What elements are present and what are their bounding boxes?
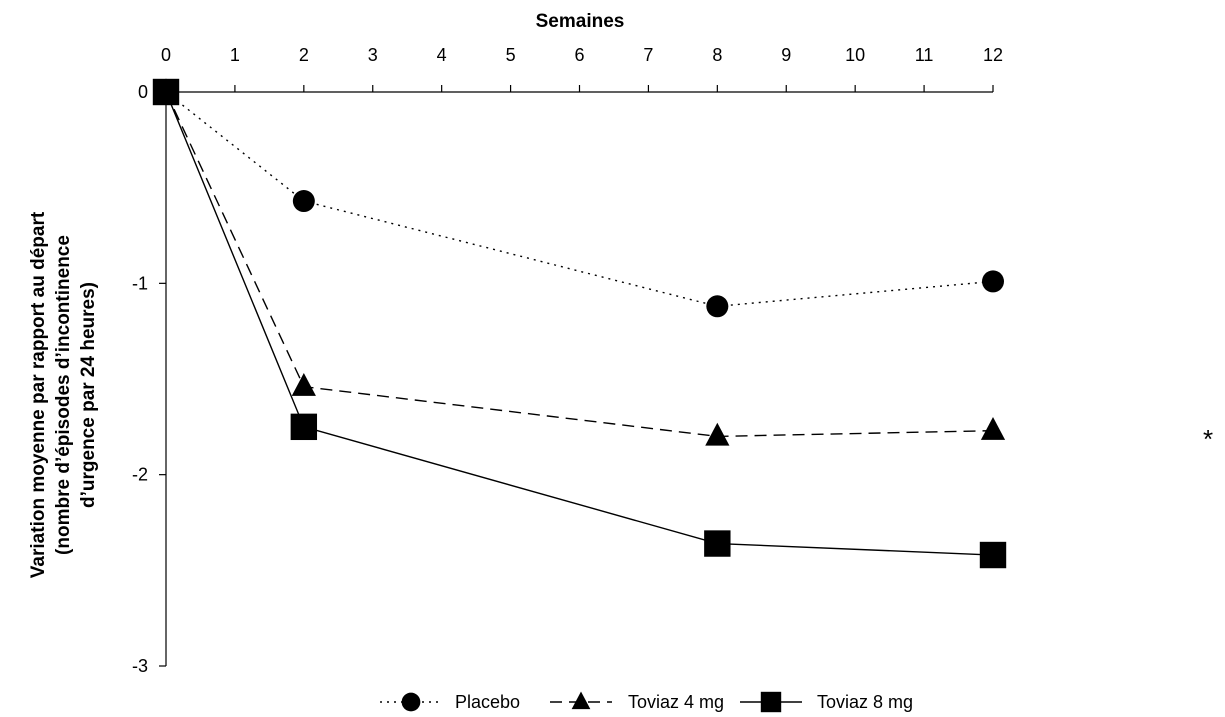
legend-label: Placebo bbox=[455, 692, 520, 712]
y-axis-title-line-3: d’urgence par 24 heures) bbox=[78, 282, 99, 508]
series-toviaz-8-mg bbox=[152, 78, 1007, 569]
significance-asterisk: * bbox=[1203, 424, 1213, 454]
x-tick-label: 10 bbox=[845, 45, 865, 65]
data-point-triangle bbox=[291, 373, 316, 396]
legend-label: Toviaz 8 mg bbox=[817, 692, 913, 712]
legend-item: Toviaz 4 mg bbox=[550, 691, 724, 712]
series-line bbox=[165, 91, 994, 556]
y-tick-label: 0 bbox=[138, 82, 148, 102]
data-point-square bbox=[979, 541, 1007, 569]
y-axis-title-line-1: Variation moyenne par rapport au départ bbox=[28, 211, 49, 578]
data-point-square bbox=[704, 530, 731, 557]
y-axis-title: Variation moyenne par rapport au départ … bbox=[28, 211, 99, 578]
data-point-circle bbox=[401, 692, 421, 712]
y-ticks: 0 -1 -2 -3 bbox=[132, 82, 166, 676]
x-tick-label: 2 bbox=[299, 45, 309, 65]
data-point-triangle bbox=[705, 422, 730, 446]
x-ticks: 0 1 2 3 4 5 6 7 8 9 10 11 12 bbox=[161, 45, 1003, 92]
x-tick-label: 1 bbox=[230, 45, 240, 65]
data-point-triangle bbox=[571, 691, 591, 710]
y-tick-label: -2 bbox=[132, 465, 148, 485]
data-point-circle bbox=[706, 295, 729, 318]
legend-item: Placebo bbox=[380, 692, 520, 712]
series-placebo bbox=[155, 81, 1004, 318]
plot-series bbox=[152, 78, 1007, 569]
y-axis-title-line-2: (nombre d’épisodes d’incontinence bbox=[53, 235, 74, 555]
x-tick-label: 12 bbox=[983, 45, 1003, 65]
data-point-circle bbox=[292, 190, 315, 213]
axes: 0 1 2 3 4 5 6 7 8 9 10 11 12 0-1-2-3 bbox=[132, 45, 1003, 676]
data-point-square bbox=[760, 691, 782, 713]
legend: Placebo Toviaz 4 mg Toviaz 8 mg bbox=[380, 691, 913, 713]
x-tick-label: 0 bbox=[161, 45, 171, 65]
x-tick-label: 9 bbox=[781, 45, 791, 65]
legend-item: Toviaz 8 mg bbox=[740, 691, 913, 713]
x-tick-label: 3 bbox=[368, 45, 378, 65]
series-toviaz-4-mg bbox=[153, 78, 1006, 446]
data-point-triangle bbox=[980, 417, 1006, 440]
y-tick-label: -1 bbox=[132, 273, 148, 293]
x-axis-title: Semaines bbox=[536, 11, 625, 32]
series-line bbox=[165, 91, 994, 438]
data-point-square bbox=[290, 413, 318, 441]
x-tick-label: 5 bbox=[506, 45, 516, 65]
x-tick-label: 4 bbox=[437, 45, 447, 65]
y-tick-label: -3 bbox=[132, 656, 148, 676]
x-tick-label: 6 bbox=[574, 45, 584, 65]
data-point-square bbox=[152, 78, 180, 106]
x-tick-label: 11 bbox=[915, 45, 934, 65]
series-line bbox=[165, 91, 994, 308]
x-tick-label: 7 bbox=[643, 45, 653, 65]
data-point-circle bbox=[982, 270, 1004, 293]
x-tick-label: 8 bbox=[712, 45, 722, 65]
legend-label: Toviaz 4 mg bbox=[628, 692, 724, 712]
